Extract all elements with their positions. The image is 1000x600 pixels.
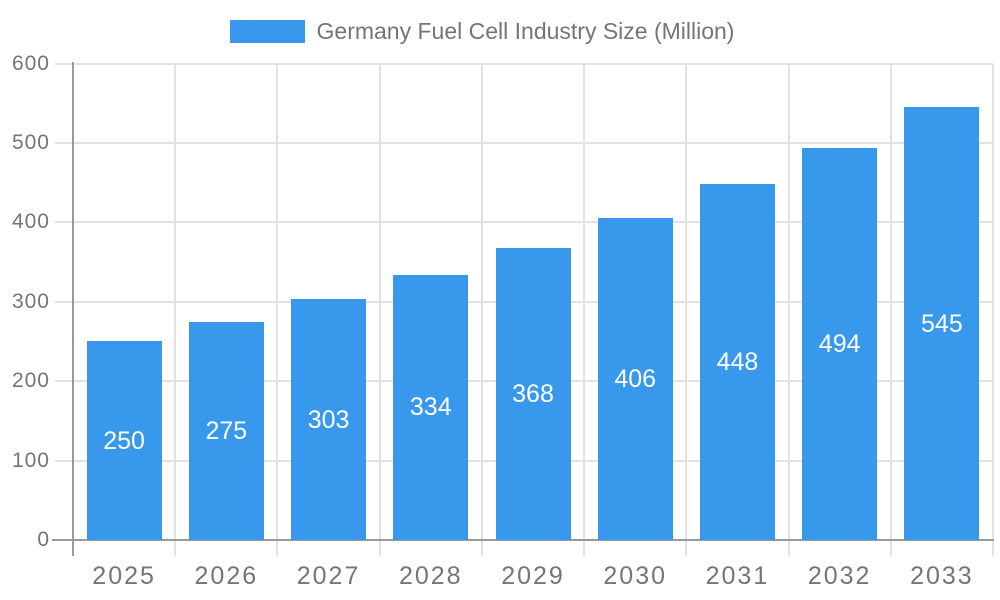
- y-axis-tick-label: 0: [37, 528, 50, 551]
- x-gridline: [889, 63, 892, 556]
- bar-value-label: 545: [921, 309, 963, 338]
- x-axis-tick-label: 2033: [910, 562, 974, 590]
- x-gridline: [992, 63, 994, 556]
- bar-2031[interactable]: [699, 184, 775, 540]
- bar-2028[interactable]: [393, 274, 469, 540]
- bar-value-label: 303: [307, 405, 350, 434]
- bar-2032[interactable]: [802, 147, 878, 540]
- y-axis-tick-label: 100: [11, 448, 50, 472]
- x-axis-tick-label: 2027: [296, 562, 361, 590]
- x-axis-tick-label: 2026: [194, 562, 259, 590]
- y-axis-tick-label: 400: [11, 210, 50, 234]
- bar-value-label: 406: [614, 364, 657, 393]
- x-axis-tick-label: 2032: [807, 562, 872, 590]
- x-axis-line: [52, 539, 994, 541]
- bar-2025[interactable]: [86, 341, 162, 540]
- legend-label: Germany Fuel Cell Industry Size (Million…: [316, 18, 735, 44]
- bar-value-label: 448: [716, 348, 759, 377]
- x-axis-tick-label: 2031: [705, 562, 770, 590]
- y-axis-tick-label: 600: [11, 51, 50, 75]
- x-gridline: [480, 63, 483, 556]
- bar-2029[interactable]: [495, 247, 571, 540]
- bar-2027[interactable]: [291, 299, 367, 540]
- bar-value-label: 494: [818, 329, 861, 358]
- bar-2030[interactable]: [597, 217, 673, 540]
- x-gridline: [378, 63, 381, 556]
- x-axis-tick-label: 2028: [398, 562, 463, 590]
- y-gridline: [55, 141, 993, 144]
- chart-legend[interactable]: Germany Fuel Cell Industry Size (Million…: [0, 18, 982, 44]
- x-gridline: [276, 63, 279, 556]
- x-axis-tick-label: 2029: [501, 562, 565, 590]
- x-axis-tick-label: 2030: [603, 562, 668, 590]
- x-axis-tick-label: 2025: [92, 562, 156, 590]
- bar-2026[interactable]: [188, 321, 264, 540]
- x-gridline: [583, 63, 586, 556]
- legend-swatch: [229, 19, 305, 43]
- x-gridline: [685, 63, 688, 556]
- y-axis-line: [72, 62, 74, 556]
- y-axis-tick-label: 300: [11, 289, 50, 313]
- y-axis-tick-label: 500: [11, 130, 50, 154]
- bar-value-label: 368: [512, 379, 554, 408]
- y-gridline: [55, 62, 993, 65]
- x-gridline: [787, 63, 790, 556]
- y-gridline: [55, 221, 993, 224]
- bar-value-label: 275: [205, 416, 248, 445]
- bar-2033[interactable]: [904, 107, 980, 540]
- y-axis-tick-label: 200: [11, 369, 50, 393]
- bar-value-label: 334: [409, 393, 452, 422]
- x-gridline: [174, 63, 177, 556]
- bar-value-label: 250: [103, 426, 145, 455]
